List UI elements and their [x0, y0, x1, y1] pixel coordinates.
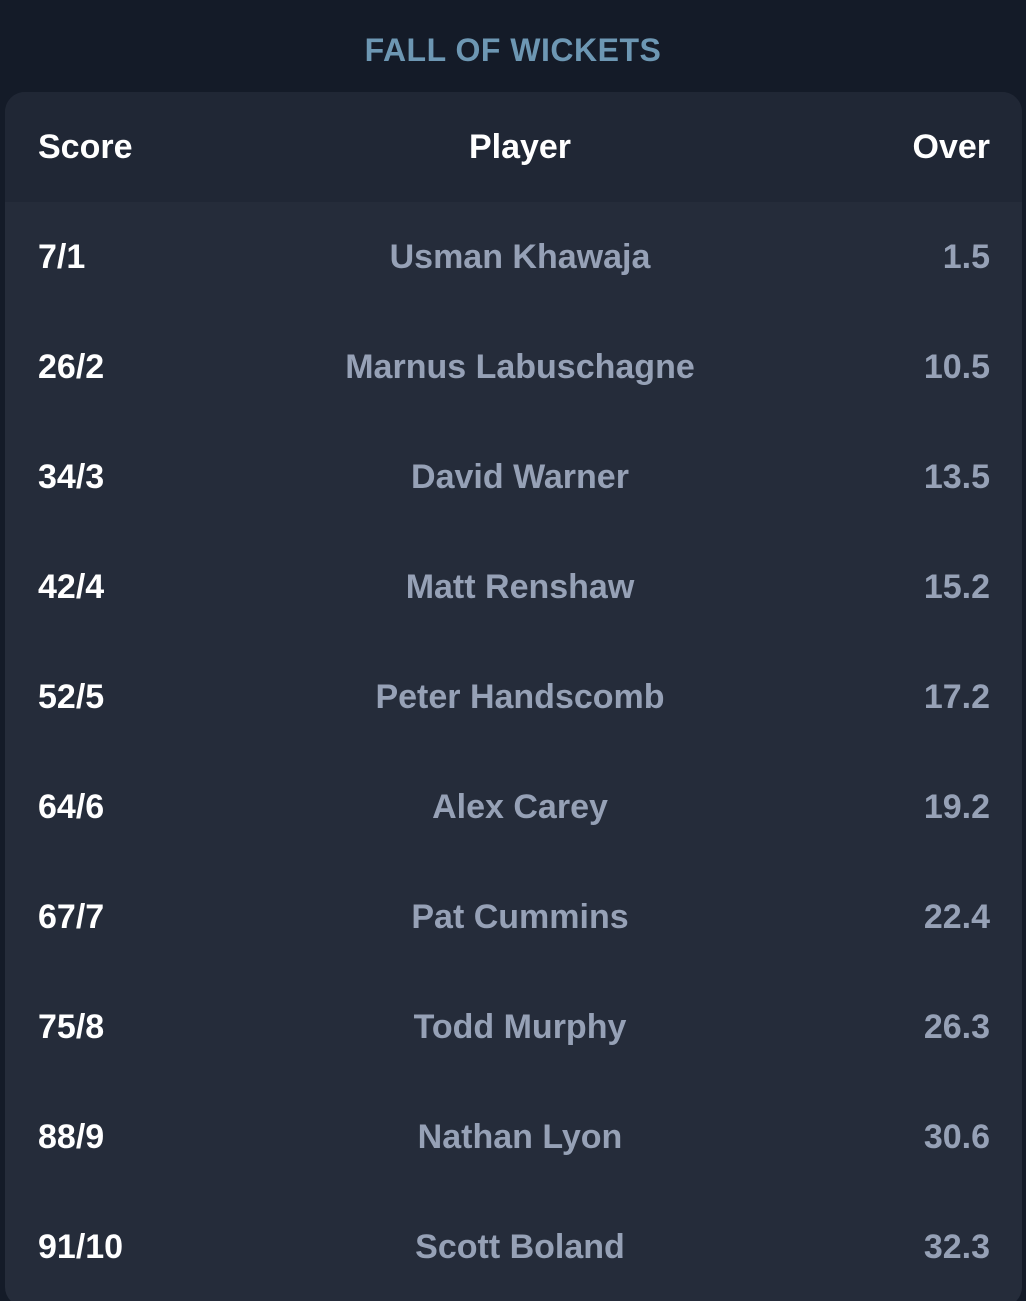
- score-cell: 75/8: [38, 1008, 105, 1046]
- player-cell: Matt Renshaw: [405, 568, 635, 606]
- table-row: 75/8 Todd Murphy 26.3: [5, 972, 1022, 1082]
- table-row: 26/2 Marnus Labuschagne 10.5: [5, 312, 1022, 422]
- player-cell: Todd Murphy: [413, 1008, 627, 1046]
- over-cell: 19.2: [923, 788, 990, 826]
- score-cell: 7/1: [38, 238, 86, 276]
- player-cell: David Warner: [411, 458, 629, 496]
- player-cell: Pat Cummins: [411, 898, 629, 936]
- score-cell: 34/3: [38, 458, 105, 496]
- over-cell: 30.6: [923, 1118, 990, 1156]
- score-cell: 91/10: [38, 1228, 124, 1266]
- over-cell: 13.5: [923, 458, 990, 496]
- player-cell: Marnus Labuschagne: [345, 348, 695, 386]
- table-header: Score Player Over: [5, 92, 1022, 202]
- fall-of-wickets-table: Score Player Over 7/1 Usman Khawaja 1.5 …: [5, 92, 1022, 1301]
- over-cell: 32.3: [923, 1228, 990, 1266]
- player-cell: Peter Handscomb: [375, 678, 665, 716]
- over-cell: 26.3: [923, 1008, 990, 1046]
- table-row: 42/4 Matt Renshaw 15.2: [5, 532, 1022, 642]
- table-row: 91/10 Scott Boland 32.3: [5, 1192, 1022, 1301]
- player-cell: Alex Carey: [432, 788, 608, 826]
- over-cell: 17.2: [923, 678, 990, 716]
- column-header-over: Over: [912, 128, 991, 166]
- score-cell: 52/5: [38, 678, 105, 716]
- score-cell: 42/4: [38, 568, 105, 606]
- player-cell: Scott Boland: [415, 1228, 625, 1266]
- over-cell: 10.5: [923, 348, 990, 386]
- table-row: 88/9 Nathan Lyon 30.6: [5, 1082, 1022, 1192]
- score-cell: 26/2: [38, 348, 105, 386]
- over-cell: 1.5: [942, 238, 990, 276]
- column-header-player: Player: [468, 128, 572, 166]
- table-row: 7/1 Usman Khawaja 1.5: [5, 202, 1022, 312]
- score-cell: 67/7: [38, 898, 105, 936]
- score-cell: 64/6: [38, 788, 105, 826]
- table-row: 64/6 Alex Carey 19.2: [5, 752, 1022, 862]
- over-cell: 22.4: [923, 898, 990, 936]
- player-cell: Nathan Lyon: [417, 1118, 623, 1156]
- column-header-score: Score: [38, 128, 133, 166]
- section-title: FALL OF WICKETS: [364, 32, 662, 68]
- score-cell: 88/9: [38, 1118, 105, 1156]
- table-row: 52/5 Peter Handscomb 17.2: [5, 642, 1022, 752]
- player-cell: Usman Khawaja: [389, 238, 651, 276]
- table-row: 67/7 Pat Cummins 22.4: [5, 862, 1022, 972]
- table-row: 34/3 David Warner 13.5: [5, 422, 1022, 532]
- over-cell: 15.2: [923, 568, 990, 606]
